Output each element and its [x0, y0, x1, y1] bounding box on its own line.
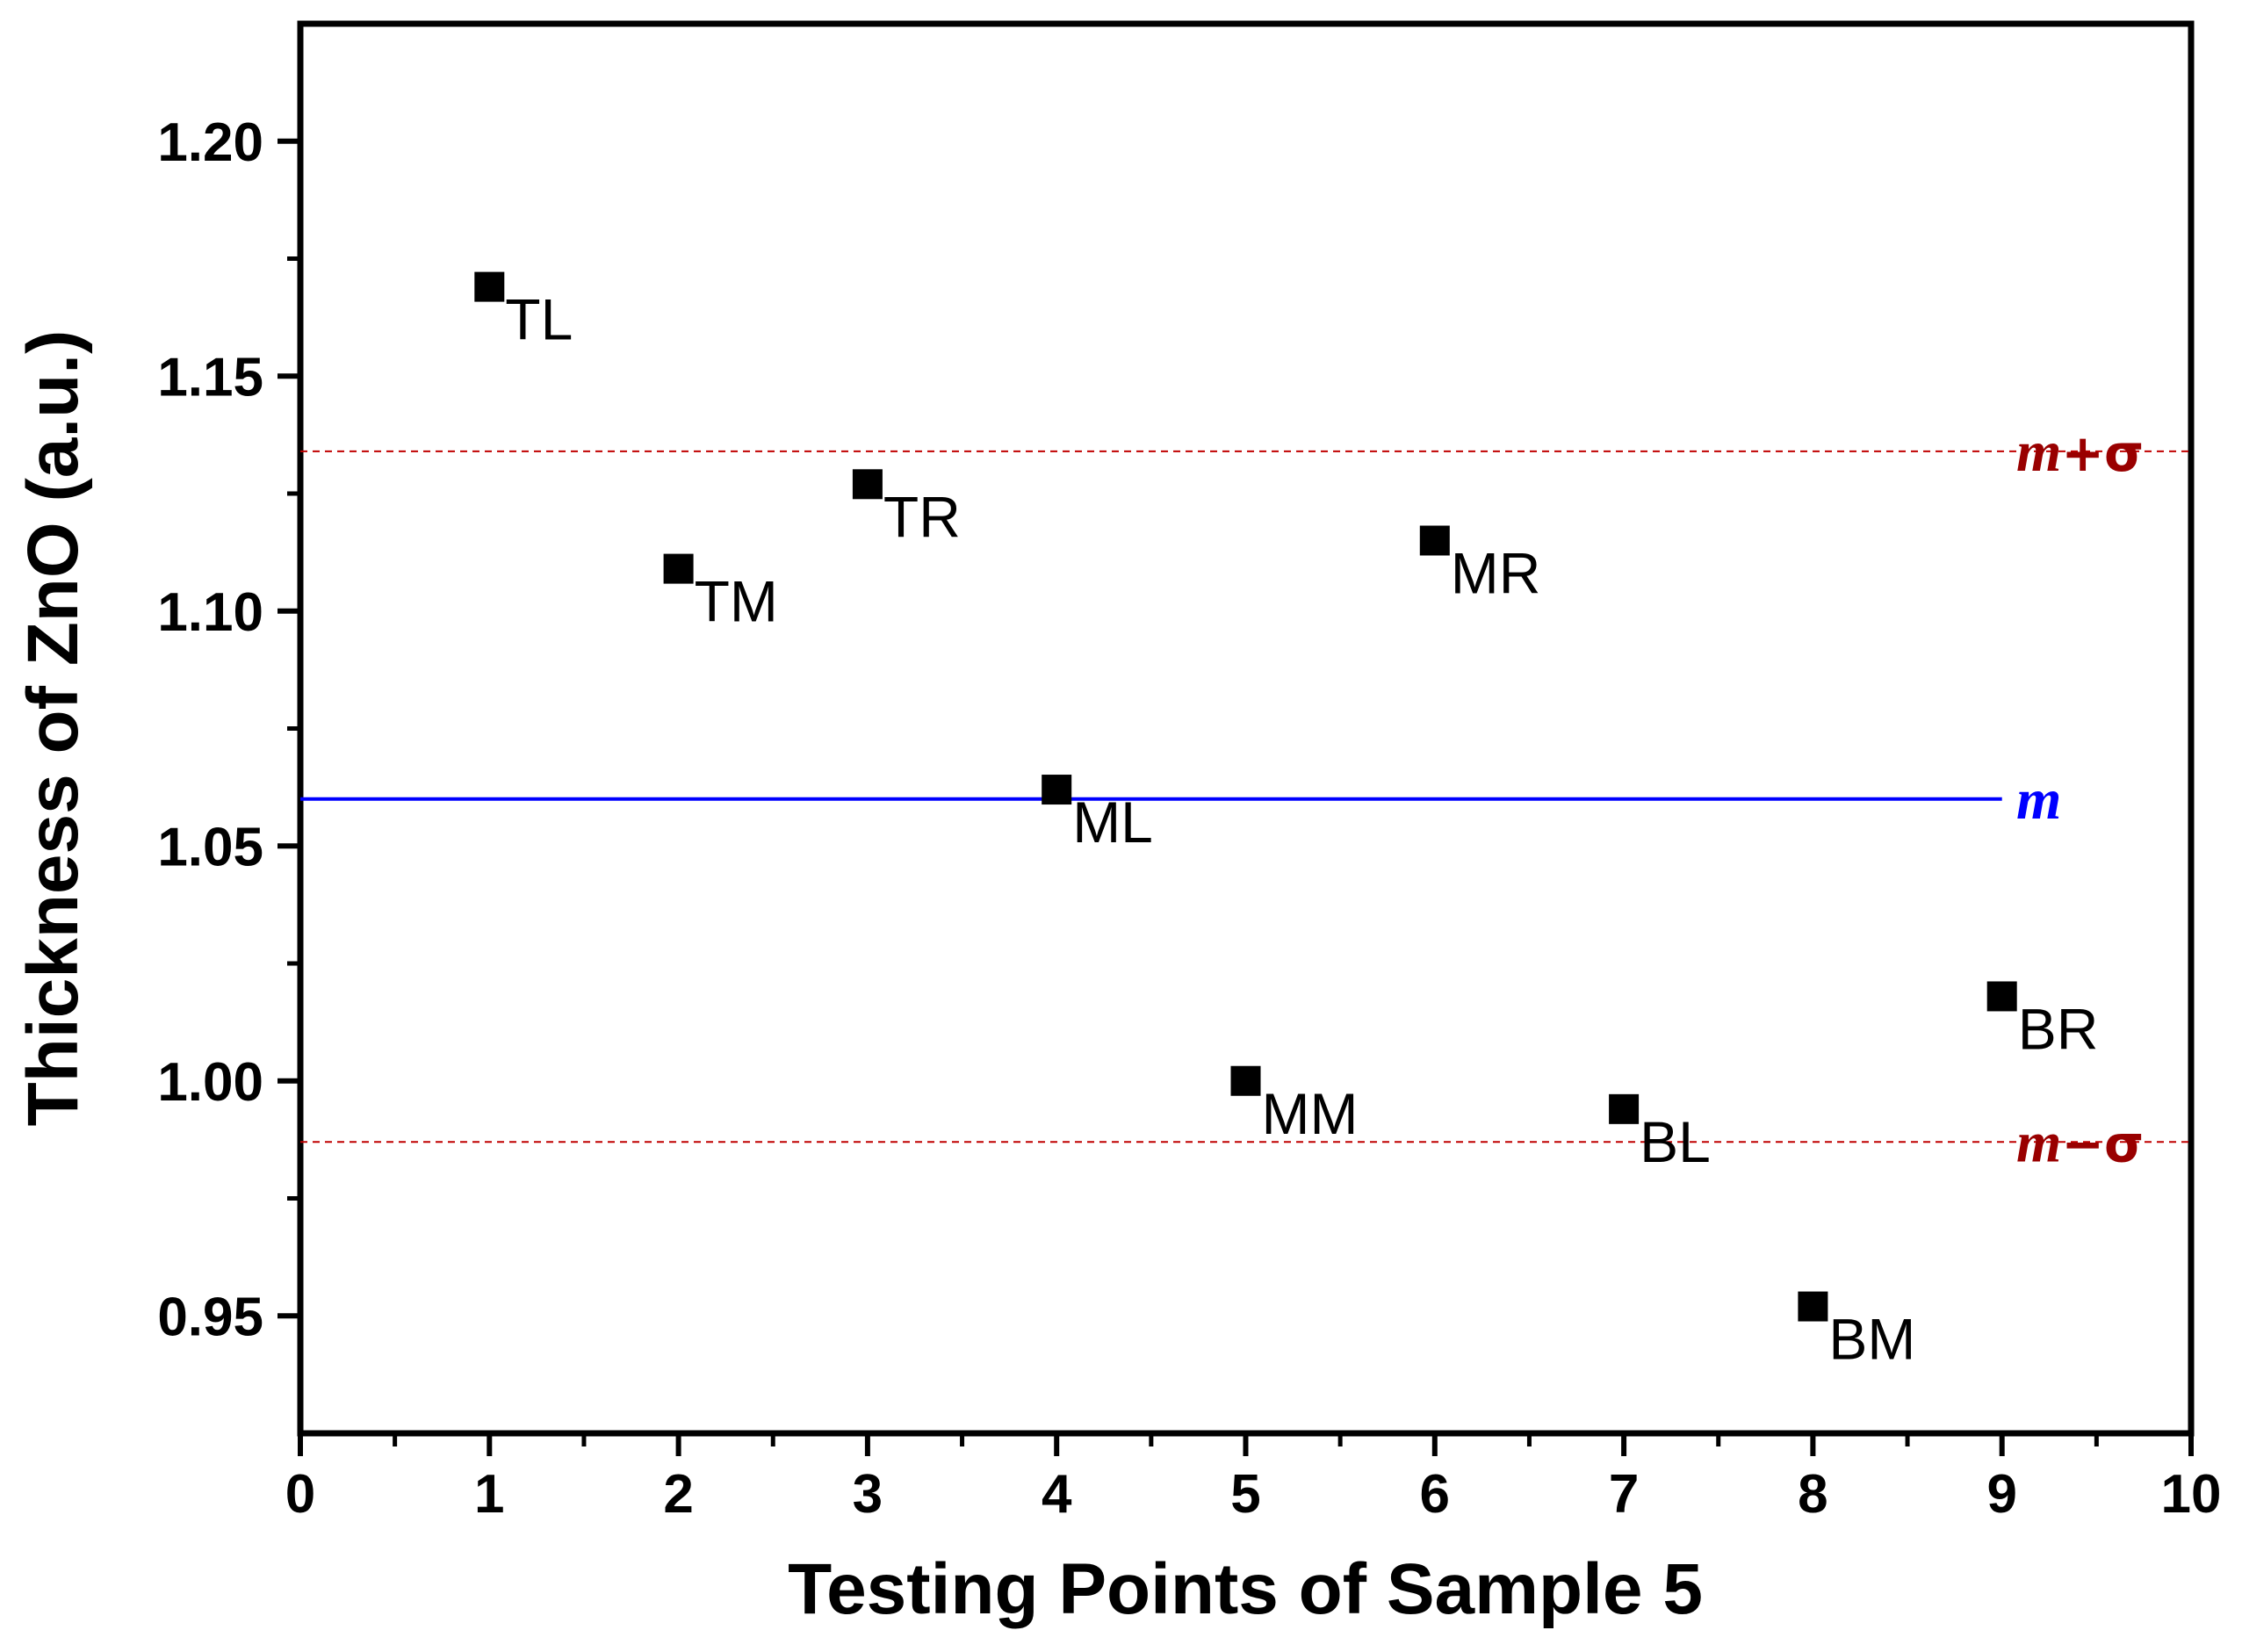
point-label-tm: TM — [695, 569, 778, 634]
data-point-mr — [1419, 525, 1450, 556]
reference-lines: mm+σm−σ — [300, 420, 2191, 1174]
data-point-bl — [1609, 1093, 1640, 1124]
point-label-mr: MR — [1451, 541, 1541, 606]
point-label-tl: TL — [505, 287, 573, 352]
y-axis-title: Thickness of ZnO (a.u.) — [13, 330, 93, 1127]
x-tick-label: 5 — [1230, 1464, 1260, 1525]
y-tick-label: 1.15 — [157, 347, 263, 408]
x-tick-label: 7 — [1609, 1464, 1639, 1525]
x-tick-label: 4 — [1042, 1464, 1072, 1525]
axis-ticks: 0 1 2 3 4 5 6 7 8 9 10 0.95 1.00 1.05 1.10 1.15 1.20 — [157, 112, 2221, 1525]
mean-label-part: m — [2016, 768, 2061, 832]
x-axis-title: Testing Points of Sample 5 — [788, 1549, 1703, 1629]
mean-minus-sigma-label-part: m — [2016, 1110, 2061, 1174]
data-point-mm — [1230, 1065, 1261, 1096]
y-tick-label: 0.95 — [157, 1287, 263, 1347]
x-tick-label: 9 — [1986, 1464, 2016, 1525]
data-point-br — [1986, 981, 2017, 1012]
y-tick-label: 1.05 — [157, 817, 263, 877]
x-tick-label: 6 — [1420, 1464, 1450, 1525]
x-tick-label: 3 — [853, 1464, 883, 1525]
mean-minus-sigma-label-part: σ — [2104, 1114, 2144, 1173]
point-label-br: BR — [2018, 996, 2099, 1061]
y-tick-label: 1.00 — [157, 1052, 263, 1113]
mean-plus-sigma-label-part: m — [2016, 420, 2061, 484]
data-point-tr — [852, 469, 883, 500]
x-tick-label: 8 — [1798, 1464, 1827, 1525]
point-label-ml: ML — [1072, 790, 1153, 855]
data-point-ml — [1042, 775, 1072, 805]
mean-minus-sigma-label-part: − — [2061, 1114, 2104, 1173]
x-tick-label: 1 — [474, 1464, 504, 1525]
y-tick-label: 1.10 — [157, 582, 263, 643]
point-label-tr: TR — [883, 484, 961, 549]
point-label-bm: BM — [1828, 1307, 1915, 1372]
data-point-tl — [474, 271, 505, 302]
mean-plus-sigma-label-part: σ — [2104, 423, 2144, 483]
data-points: TL TM TR ML MM MR BL BM BR — [474, 271, 2099, 1372]
data-point-bm — [1798, 1291, 1828, 1322]
mean-label: m — [2016, 768, 2061, 832]
point-label-bl: BL — [1640, 1109, 1711, 1174]
mean-plus-sigma-label: m+σ — [2016, 420, 2144, 484]
y-tick-label: 1.20 — [157, 112, 263, 173]
x-tick-label: 10 — [2161, 1464, 2222, 1525]
point-label-mm: MM — [1262, 1081, 1359, 1146]
plot-frame — [297, 20, 2195, 1437]
mean-minus-sigma-label: m−σ — [2016, 1110, 2144, 1174]
mean-plus-sigma-label-part: + — [2061, 423, 2104, 483]
data-point-tm — [663, 553, 694, 584]
x-tick-label: 0 — [285, 1464, 315, 1525]
x-tick-label: 2 — [663, 1464, 693, 1525]
